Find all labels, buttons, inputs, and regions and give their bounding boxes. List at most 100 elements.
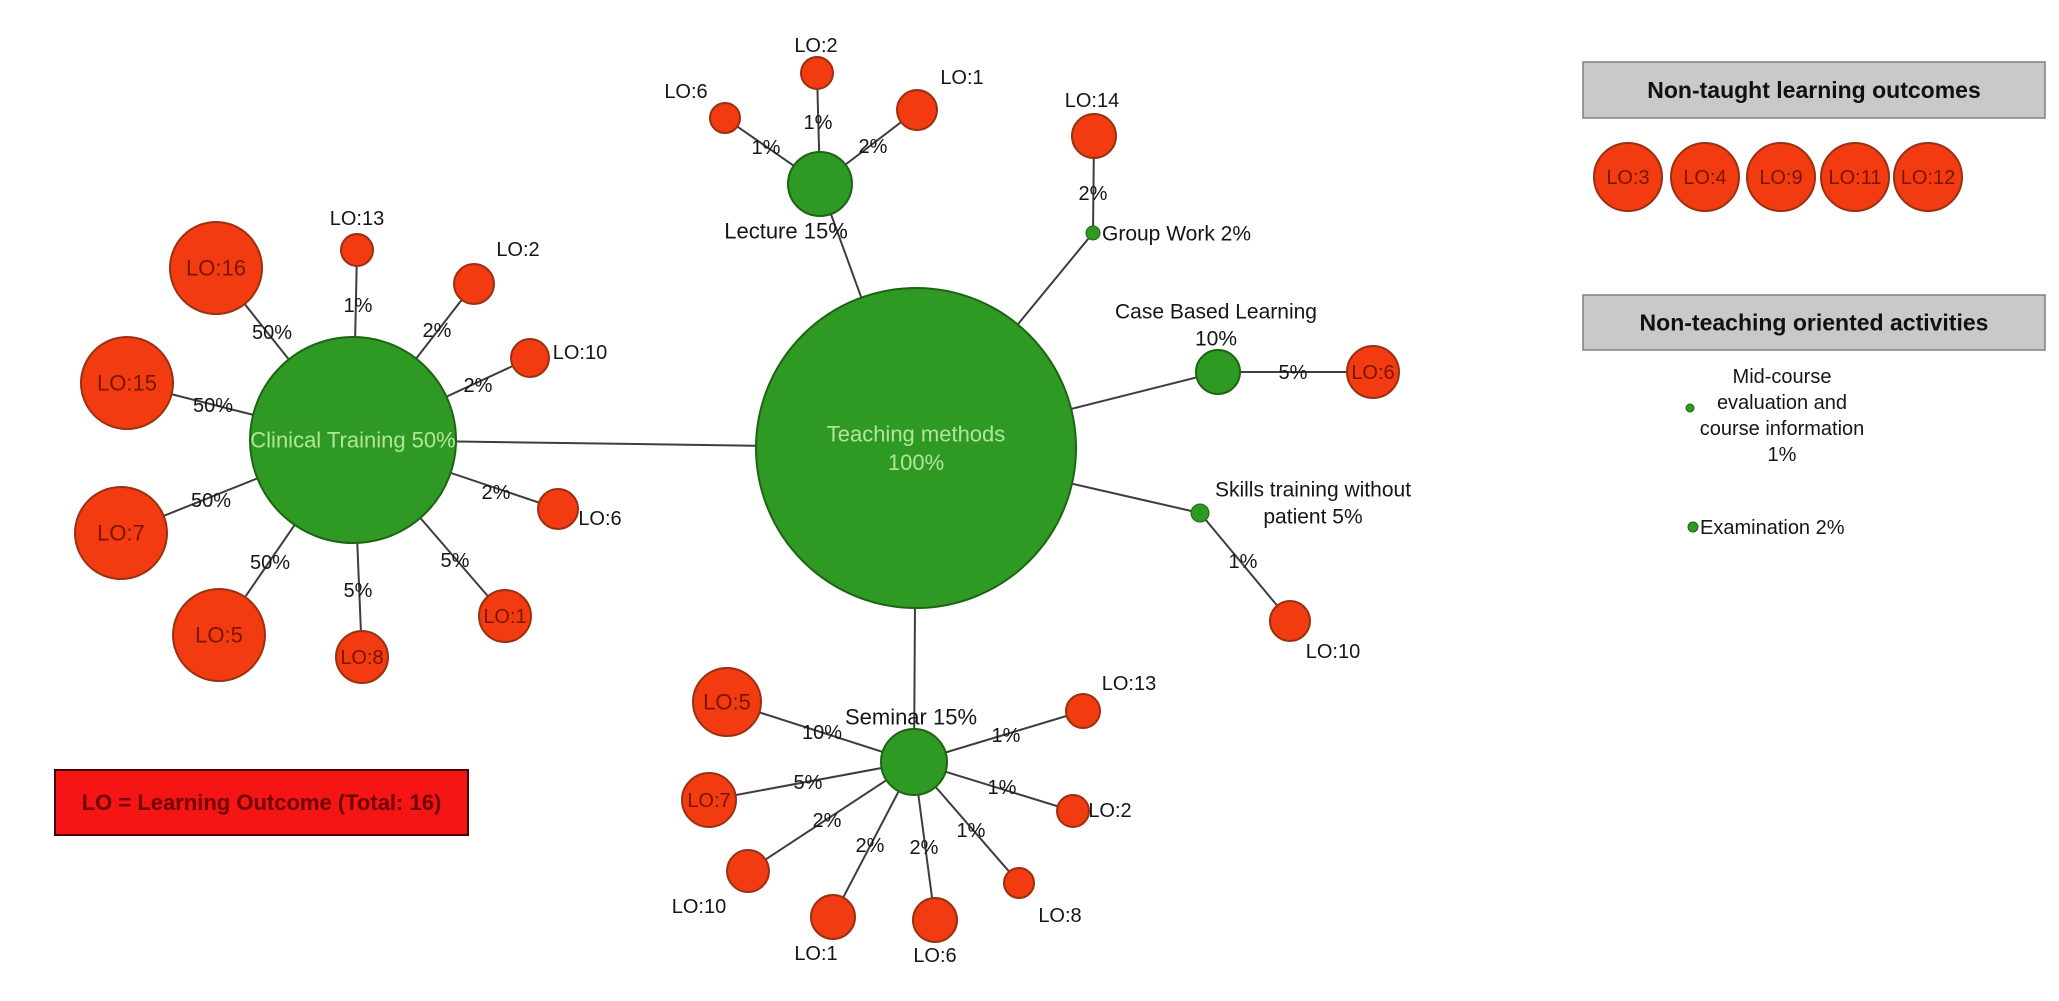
edge-label-3: 2%	[464, 375, 493, 397]
diagram-label-11: 10%	[1195, 327, 1237, 350]
diagram-label-2: LO:10	[553, 342, 607, 364]
examination-label: Examination 2%	[1700, 517, 1845, 539]
activity-node-teaching	[755, 287, 1077, 609]
outcome-node-ct-lo6	[537, 488, 579, 530]
diagram-label-14: LO:10	[1306, 641, 1360, 663]
legend-outcome-label-0: LO:3	[1606, 167, 1649, 189]
outcome-node-sk-lo10	[1269, 600, 1311, 642]
legend-outcome-node-3	[1820, 142, 1890, 212]
diagram-label-20: LO:2	[1088, 800, 1131, 822]
outcome-node-ct-lo7	[74, 486, 168, 580]
edge-label-18: 2%	[813, 810, 842, 832]
edge-label-10: 1%	[752, 137, 781, 159]
diagram-label-4: LO:6	[664, 81, 707, 103]
activity-node-groupwork	[1085, 225, 1101, 241]
diagram-label-8: LO:14	[1065, 90, 1119, 112]
outcome-node-gw-lo14	[1071, 113, 1117, 159]
diagram-label-1: LO:2	[496, 239, 539, 261]
node-label-cbl-lo6: LO:6	[1351, 362, 1394, 384]
diagram-label-0: LO:13	[330, 208, 384, 230]
diagram-label-10: Case Based Learning	[1115, 300, 1317, 323]
outcome-node-lec-lo2	[800, 56, 834, 90]
edge-label-19: 2%	[856, 835, 885, 857]
node-label-clinical-0: Clinical Training 50%	[250, 428, 455, 453]
outcome-node-ct-lo5	[172, 588, 266, 682]
diagram-label-12: Skills training without	[1215, 478, 1411, 501]
outcome-node-ct-lo8	[335, 630, 389, 684]
legend-title-non-teaching: Non-teaching oriented activities	[1640, 310, 1989, 336]
edge-label-7: 5%	[344, 580, 373, 602]
edge-label-20: 2%	[910, 837, 939, 859]
outcome-node-ct-lo10	[510, 338, 550, 378]
midcourse-dot	[1685, 403, 1695, 413]
node-label-sem-lo7: LO:7	[687, 790, 730, 812]
edge-label-13: 2%	[1079, 183, 1108, 205]
activity-node-seminar	[880, 728, 948, 796]
node-label-ct-lo16: LO:16	[186, 256, 246, 281]
outcome-node-ct-lo1	[478, 589, 532, 643]
outcome-node-lec-lo1	[896, 89, 938, 131]
edge-labels-layer: 50%1%2%2%50%50%50%5%5%2%1%1%2%2%5%1%10%5…	[191, 112, 1308, 859]
diagram-label-16: LO:10	[672, 896, 726, 918]
legend-outcome-node-0	[1593, 142, 1663, 212]
node-label-teaching-0: Teaching methods	[827, 421, 1006, 446]
edge-label-23: 1%	[992, 725, 1021, 747]
node-label-ct-lo5: LO:5	[195, 623, 243, 648]
legend-box-non-taught	[1582, 61, 2046, 119]
outcome-node-ct-lo15	[80, 336, 174, 430]
outcome-node-sem-lo10	[726, 849, 770, 893]
note-group: LO = Learning Outcome (Total: 16)	[54, 769, 469, 836]
midcourse-line-2: course information	[1700, 418, 1865, 440]
activity-node-skills	[1190, 503, 1210, 523]
edge-label-22: 1%	[988, 777, 1017, 799]
midcourse-line-3: 1%	[1768, 444, 1797, 466]
diagram-label-17: LO:1	[794, 943, 837, 965]
note-box	[54, 769, 469, 836]
legend-box-non-teaching	[1582, 294, 2046, 351]
edge-label-4: 50%	[193, 395, 233, 417]
activity-node-clinical	[249, 336, 457, 544]
outcome-node-ct-lo16	[169, 221, 263, 315]
edge-label-14: 5%	[1279, 362, 1308, 384]
outcome-node-sem-lo6	[912, 897, 958, 943]
legend-outcome-node-4	[1893, 142, 1963, 212]
diagram-label-7: Lecture 15%	[724, 219, 848, 244]
edge-label-15: 1%	[1229, 551, 1258, 573]
legend-outcome-label-1: LO:4	[1683, 167, 1726, 189]
node-label-sem-lo5: LO:5	[703, 690, 751, 715]
legend-outcome-label-2: LO:9	[1759, 167, 1802, 189]
node-label-ct-lo7: LO:7	[97, 521, 145, 546]
diagram-label-9: Group Work 2%	[1102, 222, 1251, 245]
edge-label-16: 10%	[802, 722, 842, 744]
edge-label-12: 2%	[859, 136, 888, 158]
outcome-node-lec-lo6	[709, 102, 741, 134]
activity-node-lecture	[787, 151, 853, 217]
diagram-label-3: LO:6	[578, 508, 621, 530]
outcome-node-ct-lo13	[340, 233, 374, 267]
diagram-label-5: LO:2	[794, 35, 837, 57]
note-text: LO = Learning Outcome (Total: 16)	[82, 790, 442, 815]
midcourse-line-0: Mid-course	[1733, 366, 1832, 388]
activity-node-cbl	[1195, 349, 1241, 395]
diagram-label-19: LO:8	[1038, 905, 1081, 927]
node-label-teaching-1: 100%	[888, 450, 944, 475]
outcome-node-sem-lo5	[692, 667, 762, 737]
outcome-node-ct-lo2	[453, 263, 495, 305]
edge-label-0: 50%	[252, 322, 292, 344]
legend-non-teaching: Non-teaching oriented activities Mid-cour…	[1582, 294, 2046, 539]
edge-label-6: 50%	[250, 552, 290, 574]
edge-label-9: 2%	[482, 482, 511, 504]
legend-title-non-taught: Non-taught learning outcomes	[1647, 77, 1981, 103]
outcome-node-sem-lo8	[1003, 867, 1035, 899]
diagram-label-6: LO:1	[940, 67, 983, 89]
edge-label-21: 1%	[957, 820, 986, 842]
edge-label-5: 50%	[191, 490, 231, 512]
outcome-node-sem-lo1	[810, 894, 856, 940]
legend-non-taught: Non-taught learning outcomes LO:3 LO:4 LO:9…	[1582, 61, 2046, 212]
diagram-label-21: LO:13	[1102, 673, 1156, 695]
node-label-ct-lo8: LO:8	[340, 647, 383, 669]
legend-outcome-label-4: LO:12	[1901, 167, 1955, 189]
edge-seminar-sem-lo7	[708, 761, 915, 801]
